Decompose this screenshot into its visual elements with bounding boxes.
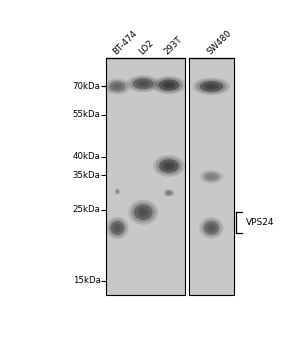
Text: 70kDa: 70kDa	[73, 82, 101, 91]
Ellipse shape	[163, 82, 175, 89]
Ellipse shape	[117, 191, 118, 192]
Ellipse shape	[168, 192, 170, 194]
Ellipse shape	[115, 226, 119, 230]
Ellipse shape	[166, 190, 172, 195]
Text: 35kDa: 35kDa	[73, 171, 101, 180]
Ellipse shape	[107, 80, 128, 93]
Ellipse shape	[209, 175, 214, 178]
Ellipse shape	[134, 204, 153, 220]
Ellipse shape	[166, 164, 172, 168]
Ellipse shape	[204, 83, 219, 90]
Ellipse shape	[167, 191, 171, 194]
Ellipse shape	[202, 219, 221, 237]
Text: 15kDa: 15kDa	[73, 276, 101, 285]
Text: VPS24: VPS24	[246, 218, 274, 227]
Ellipse shape	[115, 188, 120, 195]
Ellipse shape	[159, 159, 179, 173]
Ellipse shape	[204, 221, 219, 235]
Ellipse shape	[104, 78, 130, 95]
Ellipse shape	[153, 155, 185, 177]
Ellipse shape	[207, 224, 216, 232]
Ellipse shape	[158, 79, 179, 91]
Ellipse shape	[109, 81, 126, 92]
Text: 55kDa: 55kDa	[73, 110, 101, 119]
Ellipse shape	[137, 80, 150, 87]
Ellipse shape	[209, 226, 214, 230]
Text: 25kDa: 25kDa	[73, 205, 101, 214]
Ellipse shape	[113, 83, 122, 90]
Text: SW480: SW480	[205, 29, 233, 57]
Ellipse shape	[128, 200, 158, 225]
Ellipse shape	[155, 78, 183, 92]
Ellipse shape	[152, 76, 186, 94]
Ellipse shape	[202, 171, 221, 182]
Text: LO2: LO2	[137, 38, 155, 57]
Ellipse shape	[140, 82, 146, 85]
Text: 40kDa: 40kDa	[73, 152, 101, 161]
Ellipse shape	[140, 210, 146, 215]
Ellipse shape	[116, 190, 119, 194]
Text: 293T: 293T	[163, 35, 184, 57]
Bar	[189, 58, 234, 295]
Ellipse shape	[133, 78, 154, 89]
Ellipse shape	[204, 173, 219, 181]
Bar	[107, 58, 185, 295]
Ellipse shape	[106, 217, 129, 239]
Ellipse shape	[129, 77, 157, 91]
Ellipse shape	[131, 202, 155, 223]
Ellipse shape	[116, 190, 118, 193]
Ellipse shape	[138, 208, 149, 217]
Ellipse shape	[196, 79, 227, 93]
Ellipse shape	[207, 174, 216, 179]
Ellipse shape	[110, 221, 124, 235]
Ellipse shape	[208, 85, 215, 88]
Ellipse shape	[115, 85, 120, 88]
Ellipse shape	[163, 189, 175, 197]
Ellipse shape	[163, 162, 175, 170]
Ellipse shape	[199, 217, 224, 239]
Ellipse shape	[115, 189, 120, 194]
Ellipse shape	[108, 219, 126, 237]
Ellipse shape	[156, 157, 182, 175]
Ellipse shape	[199, 170, 224, 184]
Ellipse shape	[126, 75, 160, 92]
Ellipse shape	[113, 224, 122, 232]
Ellipse shape	[200, 81, 223, 92]
Ellipse shape	[166, 83, 172, 87]
Ellipse shape	[193, 78, 230, 95]
Text: BT-474: BT-474	[111, 29, 139, 57]
Ellipse shape	[164, 190, 173, 196]
